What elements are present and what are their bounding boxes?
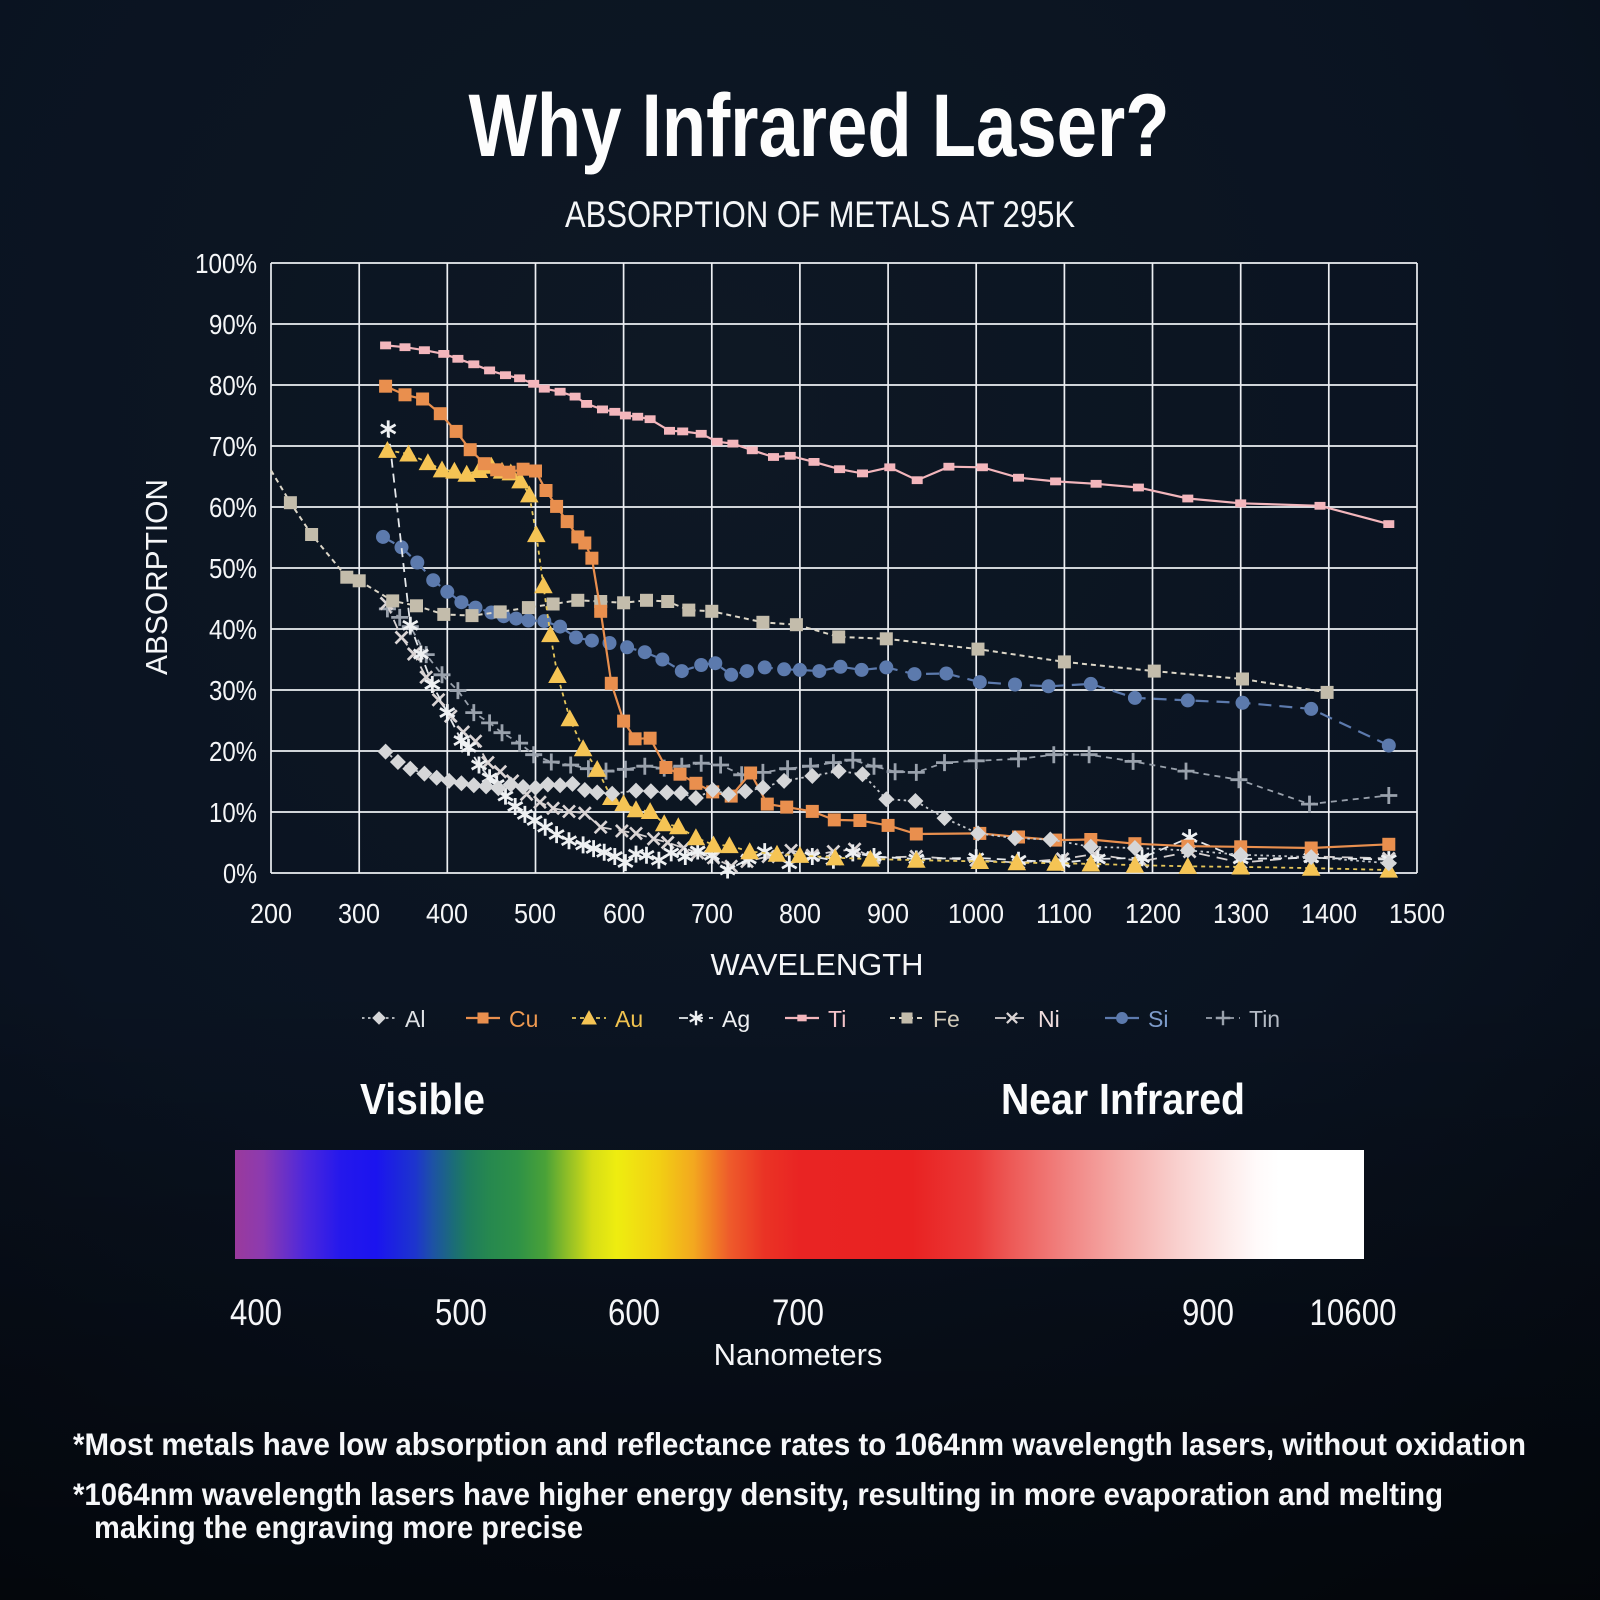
svg-text:Ni: Ni	[1038, 1006, 1060, 1032]
svg-text:Visible: Visible	[360, 1075, 485, 1124]
svg-text:Ag: Ag	[722, 1006, 750, 1032]
svg-text:100%: 100%	[195, 248, 257, 279]
svg-text:Near Infrared: Near Infrared	[1001, 1075, 1245, 1124]
svg-text:60%: 60%	[209, 492, 257, 523]
svg-text:70%: 70%	[209, 431, 257, 462]
svg-text:10600: 10600	[1310, 1292, 1397, 1333]
svg-text:Fe: Fe	[933, 1006, 960, 1032]
svg-text:making the engraving more prec: making the engraving more precise	[94, 1509, 583, 1545]
svg-text:1200: 1200	[1125, 898, 1181, 929]
svg-text:500: 500	[514, 898, 556, 929]
svg-text:Tin: Tin	[1249, 1006, 1280, 1032]
svg-text:*1064nm wavelength lasers have: *1064nm wavelength lasers have higher en…	[73, 1476, 1443, 1512]
svg-text:900: 900	[867, 898, 909, 929]
svg-text:700: 700	[691, 898, 733, 929]
svg-text:90%: 90%	[209, 309, 257, 340]
svg-text:*Most metals have low absorpti: *Most metals have low absorption and ref…	[73, 1426, 1526, 1462]
svg-text:800: 800	[779, 898, 821, 929]
svg-text:Cu: Cu	[509, 1006, 538, 1032]
svg-text:1400: 1400	[1301, 898, 1357, 929]
svg-text:1000: 1000	[948, 898, 1004, 929]
svg-text:30%: 30%	[209, 675, 257, 706]
svg-text:ABSORPTION: ABSORPTION	[139, 479, 174, 675]
svg-text:1500: 1500	[1389, 898, 1445, 929]
svg-text:Why Infrared Laser?: Why Infrared Laser?	[469, 75, 1170, 175]
svg-text:900: 900	[1182, 1292, 1234, 1333]
svg-text:Au: Au	[615, 1006, 643, 1032]
svg-text:600: 600	[608, 1292, 660, 1333]
svg-text:Ti: Ti	[828, 1006, 846, 1032]
svg-text:10%: 10%	[209, 797, 257, 828]
svg-text:600: 600	[603, 898, 645, 929]
svg-text:Nanometers: Nanometers	[714, 1337, 883, 1372]
svg-text:ABSORPTION OF METALS AT 295K: ABSORPTION OF METALS AT 295K	[565, 194, 1075, 235]
svg-text:20%: 20%	[209, 736, 257, 767]
svg-text:400: 400	[426, 898, 468, 929]
svg-text:1100: 1100	[1036, 898, 1092, 929]
svg-text:40%: 40%	[209, 614, 257, 645]
svg-text:700: 700	[772, 1292, 824, 1333]
svg-text:0%: 0%	[223, 858, 257, 889]
svg-text:300: 300	[338, 898, 380, 929]
svg-text:50%: 50%	[209, 553, 257, 584]
svg-text:400: 400	[230, 1292, 282, 1333]
svg-text:1300: 1300	[1213, 898, 1269, 929]
svg-text:200: 200	[250, 898, 292, 929]
svg-text:80%: 80%	[209, 370, 257, 401]
svg-text:WAVELENGTH: WAVELENGTH	[711, 947, 924, 982]
svg-text:500: 500	[435, 1292, 487, 1333]
svg-text:Si: Si	[1148, 1006, 1168, 1032]
svg-text:Al: Al	[405, 1006, 425, 1032]
